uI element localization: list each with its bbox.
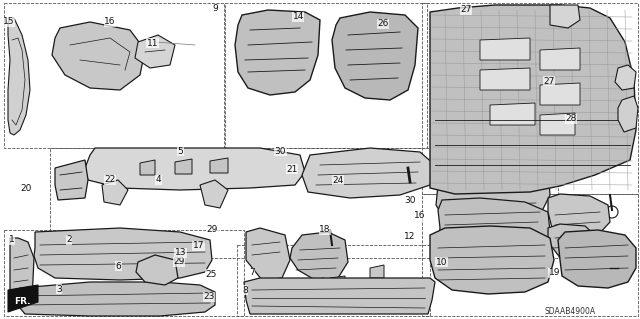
Text: 9: 9 [212, 4, 218, 13]
Text: 12: 12 [404, 232, 415, 241]
Polygon shape [540, 113, 575, 135]
Polygon shape [540, 83, 580, 105]
Text: 22: 22 [104, 175, 116, 184]
Polygon shape [438, 198, 550, 258]
Text: 2: 2 [67, 235, 72, 244]
Text: 29: 29 [207, 225, 218, 234]
Polygon shape [550, 5, 580, 28]
Polygon shape [618, 96, 638, 132]
Polygon shape [52, 22, 145, 90]
Text: 7: 7 [250, 268, 255, 277]
Polygon shape [200, 180, 228, 208]
Text: 18: 18 [319, 225, 331, 234]
Text: 5: 5 [178, 147, 183, 156]
Polygon shape [558, 230, 636, 288]
Text: 16: 16 [104, 17, 116, 26]
Polygon shape [140, 160, 155, 175]
Text: 21: 21 [286, 165, 298, 174]
Text: 10: 10 [436, 258, 447, 267]
Text: 3: 3 [56, 285, 61, 293]
Text: 20: 20 [20, 184, 31, 193]
Text: 26: 26 [377, 19, 388, 28]
Polygon shape [102, 180, 128, 205]
Polygon shape [548, 194, 610, 238]
Text: 1: 1 [9, 235, 14, 244]
Polygon shape [480, 68, 530, 90]
Polygon shape [85, 148, 305, 190]
Polygon shape [175, 159, 192, 174]
Text: 27: 27 [460, 5, 472, 14]
Polygon shape [10, 238, 34, 308]
Polygon shape [332, 12, 418, 100]
Polygon shape [8, 285, 38, 312]
Text: 6: 6 [116, 262, 121, 271]
Polygon shape [210, 158, 228, 173]
Polygon shape [136, 255, 178, 285]
Text: 11: 11 [147, 39, 158, 48]
Text: 8: 8 [243, 286, 248, 295]
Text: 24: 24 [332, 176, 344, 185]
Polygon shape [290, 232, 348, 280]
Polygon shape [368, 282, 382, 295]
Text: 28: 28 [565, 114, 577, 123]
Text: 30: 30 [404, 197, 415, 205]
Polygon shape [55, 160, 88, 200]
Text: 15: 15 [3, 17, 15, 26]
Text: 17: 17 [193, 241, 204, 250]
Polygon shape [135, 35, 175, 68]
Text: 25: 25 [205, 270, 217, 279]
Polygon shape [615, 65, 636, 90]
Polygon shape [8, 18, 30, 135]
Polygon shape [430, 5, 636, 194]
Polygon shape [34, 228, 212, 280]
Polygon shape [235, 10, 320, 95]
Text: 13: 13 [175, 248, 186, 257]
Text: 19: 19 [548, 268, 560, 277]
Polygon shape [330, 276, 345, 288]
Polygon shape [12, 282, 215, 316]
Polygon shape [246, 228, 290, 280]
Polygon shape [490, 103, 535, 125]
Text: 14: 14 [292, 12, 304, 21]
Text: 23: 23 [203, 292, 214, 301]
Polygon shape [548, 224, 598, 258]
Polygon shape [480, 38, 530, 60]
Text: 4: 4 [156, 175, 161, 184]
Polygon shape [302, 148, 435, 198]
Polygon shape [540, 48, 580, 70]
Text: SDAAB4900A: SDAAB4900A [545, 307, 596, 315]
Polygon shape [310, 278, 324, 290]
Polygon shape [436, 148, 550, 228]
Text: 16: 16 [414, 211, 426, 220]
Text: FR.: FR. [13, 296, 30, 306]
Polygon shape [430, 226, 554, 294]
Polygon shape [244, 278, 435, 314]
Text: 27: 27 [543, 77, 555, 86]
Text: 30: 30 [275, 147, 286, 156]
Text: 29: 29 [173, 257, 185, 266]
Polygon shape [370, 265, 384, 278]
